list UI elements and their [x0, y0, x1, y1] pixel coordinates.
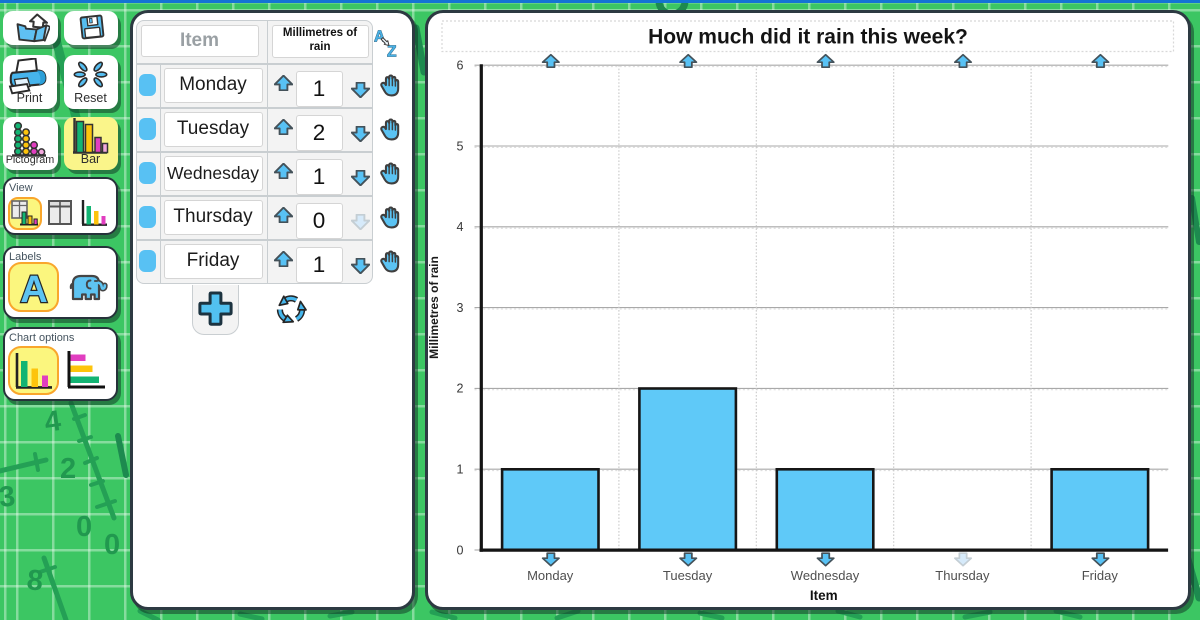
svg-text:How much did it rain this week: How much did it rain this week?: [648, 26, 968, 49]
svg-text:A: A: [374, 29, 385, 46]
svg-text:4: 4: [456, 220, 463, 234]
svg-text:6: 6: [456, 59, 463, 73]
svg-text:Z: Z: [387, 44, 397, 58]
svg-text:4: 4: [43, 405, 63, 439]
svg-text:Millimetres of rain: Millimetres of rain: [428, 256, 441, 359]
svg-text:8: 8: [25, 564, 44, 598]
svg-text:0: 0: [456, 543, 463, 557]
svg-text:Item: Item: [809, 588, 837, 603]
svg-text:2: 2: [456, 382, 463, 396]
svg-text:Tuesday: Tuesday: [662, 568, 712, 583]
svg-text:3: 3: [456, 301, 463, 315]
svg-text:2: 2: [60, 453, 76, 485]
svg-text:1: 1: [456, 463, 463, 477]
svg-text:Thursday: Thursday: [935, 568, 990, 583]
svg-text:5: 5: [456, 139, 463, 153]
svg-text:A: A: [20, 269, 47, 306]
svg-text:0: 0: [76, 511, 92, 543]
svg-text:Wednesday: Wednesday: [790, 568, 859, 583]
svg-text:Monday: Monday: [527, 568, 574, 583]
svg-text:Friday: Friday: [1081, 568, 1118, 583]
svg-text:3: 3: [0, 480, 17, 514]
svg-text:0: 0: [104, 529, 120, 561]
